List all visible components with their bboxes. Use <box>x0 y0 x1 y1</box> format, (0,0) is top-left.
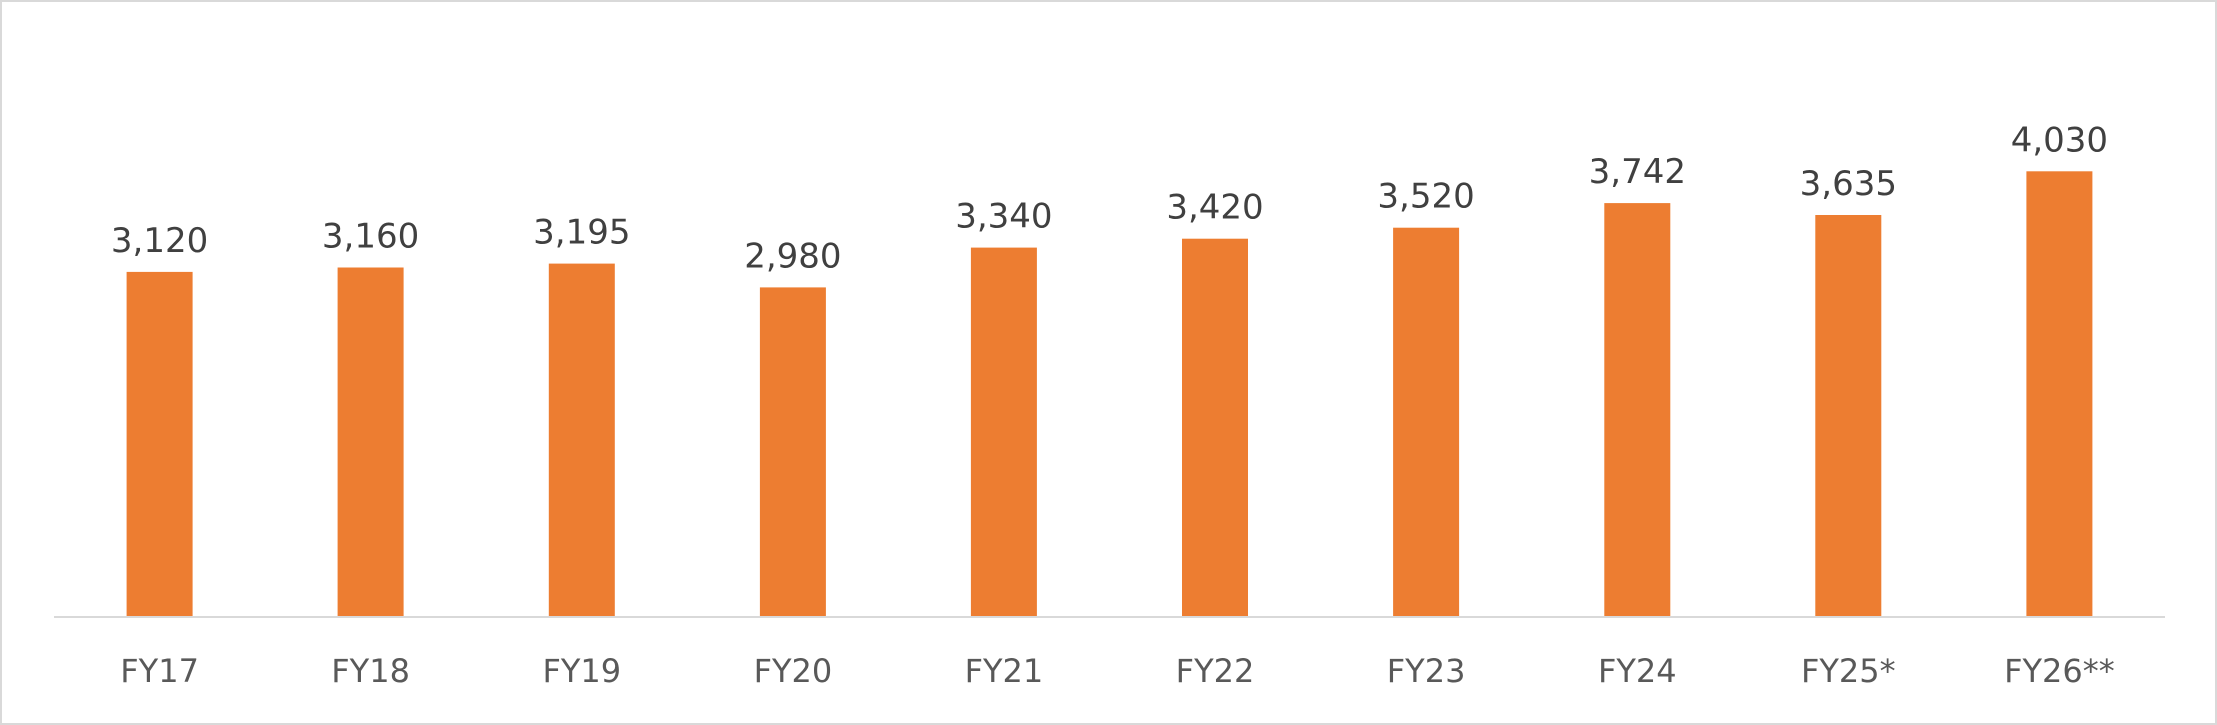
data-label: 2,980 <box>744 236 841 276</box>
x-tick-label: FY22 <box>1176 652 1255 690</box>
bar-fy26 <box>2026 171 2093 618</box>
x-tick-label: FY20 <box>754 652 833 690</box>
data-label: 3,742 <box>1589 152 1686 192</box>
x-tick-label: FY21 <box>965 652 1044 690</box>
x-tick-label: FY17 <box>120 652 199 690</box>
x-tick-label: FY19 <box>542 652 621 690</box>
bar-fy18 <box>337 267 404 617</box>
data-label: 3,420 <box>1166 188 1263 228</box>
bars-layer <box>126 171 2093 618</box>
data-label: 4,030 <box>2011 120 2108 160</box>
value-labels-layer: 3,120 3,160 3,195 2,980 3,340 3,420 3,520 3,742… <box>111 120 2108 276</box>
bar-fy20 <box>759 287 826 617</box>
bar-fy21 <box>970 247 1037 617</box>
data-label: 3,160 <box>322 217 419 257</box>
bar-fy22 <box>1182 238 1248 617</box>
x-tick-label: FY18 <box>331 652 410 690</box>
data-label: 3,340 <box>955 197 1052 237</box>
data-label: 3,195 <box>533 213 630 253</box>
bar-fy25 <box>1815 215 1882 617</box>
x-tick-label: FY26** <box>2004 652 2115 690</box>
x-tick-label: FY24 <box>1598 652 1677 690</box>
data-label: 3,520 <box>1377 177 1474 217</box>
bar-fy24 <box>1604 203 1671 617</box>
x-tick-label: FY25* <box>1801 652 1896 690</box>
bar-fy19 <box>548 263 615 617</box>
data-label: 3,120 <box>111 221 208 261</box>
bar-fy17 <box>126 271 193 617</box>
bar-fy23 <box>1393 227 1460 617</box>
data-label: 3,635 <box>1800 164 1897 204</box>
x-tick-label: FY23 <box>1387 652 1466 690</box>
x-tick-labels-layer: FY17 FY18 FY19 FY20 FY21 FY22 FY23 FY24 FY25* FY2… <box>120 652 2114 690</box>
